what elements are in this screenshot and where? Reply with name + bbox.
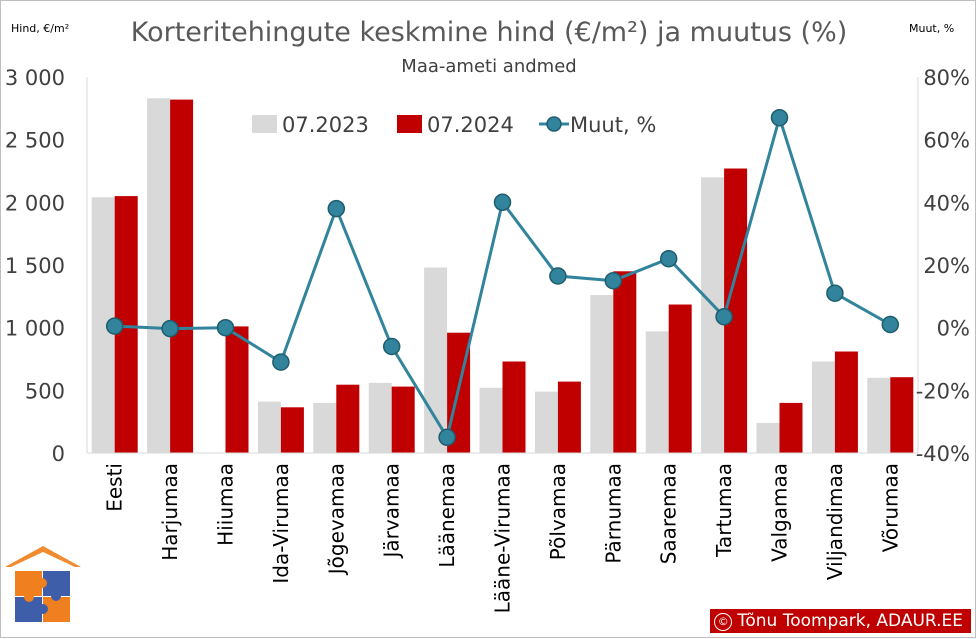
bar-072024-1 — [170, 99, 194, 453]
bar-072023-3 — [257, 401, 281, 453]
bar-072024-5 — [391, 386, 415, 453]
bar-072024-13 — [834, 351, 858, 453]
y-left-tick-label: 2 500 — [5, 129, 65, 153]
point-muut-5 — [382, 337, 401, 356]
y-left-tick-label: 1 500 — [5, 254, 65, 278]
x-tick-label: Pärnumaa — [601, 463, 625, 564]
point-muut-0 — [105, 317, 124, 335]
bar-072024-4 — [336, 384, 360, 453]
bar-072023-5 — [368, 382, 392, 453]
bar-072023-0 — [91, 197, 115, 453]
point-muut-2 — [216, 318, 235, 337]
x-tick-label: Valgamaa — [768, 463, 792, 562]
y-left-tick-label: 0 — [52, 442, 65, 466]
bar-072024-7 — [502, 361, 526, 453]
x-tick-label: Ida-Virumaa — [269, 463, 293, 584]
bar-072023-7 — [479, 387, 503, 453]
x-tick-label: Võrumaa — [878, 463, 902, 552]
point-muut-11 — [715, 307, 733, 326]
bar-072024-0 — [114, 196, 138, 453]
legend-swatch-07-2024 — [397, 115, 422, 133]
point-muut-1 — [161, 319, 179, 338]
y-right-tick-label: 20% — [923, 254, 970, 278]
bar-072024-10 — [668, 304, 692, 453]
x-tick-label: Tartumaa — [712, 463, 736, 558]
point-muut-10 — [659, 249, 678, 268]
copyright-badge: © Tõnu Toompark, ADAUR.EE — [710, 609, 971, 633]
bar-072023-9 — [590, 295, 614, 453]
bar-072023-10 — [645, 331, 669, 453]
point-muut-14 — [881, 315, 900, 334]
legend-label-07-2023: 07.2023 — [282, 113, 369, 137]
bar-072023-14 — [867, 377, 891, 453]
point-muut-7 — [493, 193, 512, 212]
house-puzzle-logo-icon — [5, 546, 81, 622]
y-left-tick-label: 3 000 — [5, 66, 65, 90]
y-right-tick-label: 40% — [923, 191, 970, 215]
point-muut-8 — [549, 267, 567, 285]
point-muut-13 — [826, 284, 844, 302]
y-left-axis-title: Hind, €/m² — [11, 22, 69, 35]
point-muut-4 — [327, 199, 346, 218]
x-tick-label: Jõgevamaa — [324, 463, 348, 576]
x-tick-label: Lääne-Virumaa — [491, 463, 515, 613]
bar-072023-4 — [313, 402, 337, 453]
x-tick-label: Viljandimaa — [823, 463, 847, 580]
bar-072023-11 — [701, 177, 725, 454]
bar-072023-1 — [147, 98, 171, 454]
point-muut-3 — [272, 353, 290, 371]
x-tick-label: Järvamaa — [380, 463, 404, 559]
legend-swatch-07-2023 — [252, 115, 277, 133]
y-right-tick-label: -20% — [916, 379, 970, 403]
x-tick-label: Saaremaa — [657, 463, 681, 564]
y-right-axis-title: Muut, % — [909, 22, 954, 35]
legend-label-muut: Muut, % — [570, 113, 656, 137]
bar-072024-14 — [890, 377, 914, 453]
x-tick-label: Läänemaa — [435, 463, 459, 568]
bar-072024-3 — [280, 407, 304, 453]
bar-072023-6 — [424, 267, 448, 453]
y-left-tick-label: 500 — [25, 379, 65, 403]
bar-072023-13 — [811, 361, 835, 453]
bar-072023-8 — [534, 391, 558, 453]
chart-title: Korteritehingute keskmine hind (€/m²) ja… — [131, 17, 848, 48]
bar-072024-12 — [779, 402, 803, 453]
x-tick-label: Põlvamaa — [546, 463, 570, 560]
bar-072024-2 — [225, 326, 249, 453]
copyright-text: Tõnu Toompark, ADAUR.EE — [737, 611, 963, 631]
point-muut-9 — [604, 271, 623, 290]
x-tick-label: Harjumaa — [158, 463, 182, 561]
y-right-tick-label: 60% — [923, 129, 970, 153]
y-right-tick-label: 0% — [937, 317, 970, 341]
legend-marker-muut — [546, 116, 562, 132]
point-muut-6 — [438, 428, 456, 447]
y-left-tick-label: 1 000 — [5, 317, 65, 341]
copyright-icon: © — [714, 613, 733, 631]
y-right-tick-label: -40% — [916, 442, 970, 466]
bar-072024-11 — [724, 168, 748, 453]
y-right-tick-label: 80% — [923, 66, 970, 90]
legend-label-07-2024: 07.2024 — [427, 113, 514, 137]
bar-072024-9 — [613, 271, 637, 453]
bar-072023-12 — [756, 422, 780, 453]
point-muut-12 — [770, 108, 789, 127]
x-tick-label: Eesti — [103, 463, 127, 512]
chart-subtitle: Maa-ameti andmed — [401, 56, 576, 77]
bar-072024-8 — [557, 381, 581, 453]
x-tick-label: Hiiumaa — [214, 463, 238, 546]
y-left-tick-label: 2 000 — [5, 191, 65, 215]
